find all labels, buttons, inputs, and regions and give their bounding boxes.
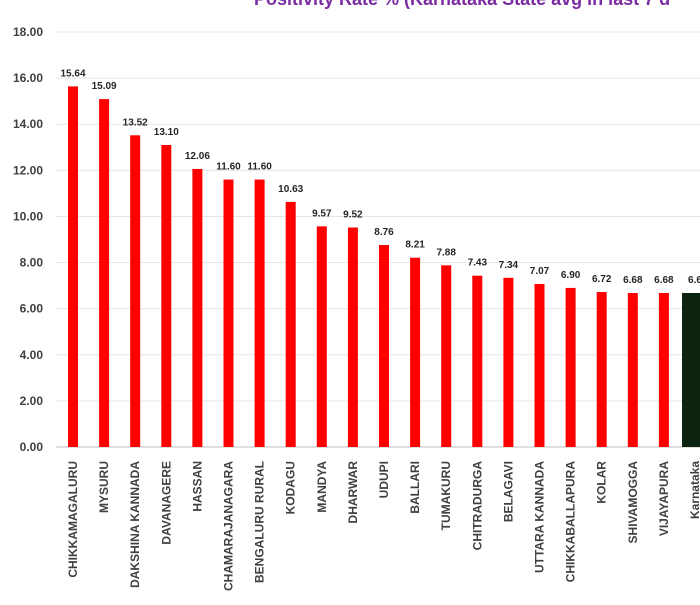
value-label: 8.21	[405, 240, 425, 251]
bar-davanagere	[161, 144, 172, 447]
y-tick-label: 10.00	[13, 209, 43, 223]
y-tick-label: 8.00	[20, 256, 44, 270]
value-label: 11.60	[216, 162, 241, 173]
bar-kodagu	[285, 201, 296, 447]
chart-title: Positivity Rate % (Karnataka State avg i…	[254, 0, 670, 9]
bar-dakshina-kannada	[130, 135, 141, 448]
x-tick-label: BALLARI	[408, 461, 422, 514]
x-tick-label: UDUPI	[377, 461, 391, 498]
bar-tumakuru	[441, 265, 452, 447]
y-tick-label: 12.00	[13, 163, 43, 177]
value-label: 6.68	[654, 275, 674, 286]
value-label: 6.72	[592, 274, 612, 285]
y-tick-label: 14.00	[13, 117, 43, 131]
bar-vijayapura	[658, 292, 669, 447]
value-label: 15.64	[60, 68, 85, 79]
x-tick-label: UTTARA KANNADA	[533, 461, 547, 573]
bar-uttara-kannada	[534, 283, 545, 447]
bar-ballari	[410, 257, 421, 447]
x-tick-label: KOLAR	[595, 461, 609, 504]
x-tick-label: BELAGAVI	[501, 461, 515, 522]
x-tick-label: SHIVAMOGGA	[626, 461, 640, 544]
x-tick-label: CHIKKABALLAPURA	[564, 461, 578, 583]
y-tick-label: 18.00	[13, 25, 43, 39]
x-tick-label: DAKSHINA KANNADA	[128, 461, 142, 588]
x-tick-label: VIJAYAPURA	[657, 461, 671, 536]
y-tick-label: 2.00	[20, 394, 44, 408]
x-tick-label: CHITRADURGA	[470, 461, 484, 551]
bar-bengaluru-rural	[254, 179, 265, 448]
value-labels: 15.64 15.09 13.52 13.10 12.06 11.60 11.60 10.63…	[60, 68, 700, 286]
value-label: 9.57	[312, 208, 332, 219]
bar-chitradurga	[472, 275, 483, 447]
value-label: 13.52	[123, 117, 148, 128]
x-tick-label: MANDYA	[315, 461, 329, 513]
value-label: 9.52	[343, 210, 363, 221]
x-tick-label: DHARWAR	[346, 461, 360, 524]
bar-kolar	[596, 292, 607, 447]
bar-dharwar	[347, 227, 358, 447]
bar-mandya	[316, 226, 327, 447]
value-label: 6.68	[623, 275, 643, 286]
value-label: 13.10	[154, 127, 179, 138]
bar-udupi	[379, 245, 389, 447]
value-label: 10.63	[278, 184, 303, 195]
bar-belagavi	[503, 277, 514, 447]
value-label: 7.07	[530, 266, 550, 277]
bar-chikkamagaluru	[68, 86, 78, 448]
bar-chikkaballapura	[565, 287, 576, 447]
value-label: 8.76	[374, 227, 394, 238]
x-tick-label: KODAGU	[284, 461, 298, 514]
y-tick-label: 6.00	[20, 302, 44, 316]
value-label: 7.88	[436, 247, 456, 258]
x-axis-labels: CHIKKAMAGALURU MYSURU DAKSHINA KANNADA DAVA…	[66, 461, 700, 591]
bars	[68, 86, 700, 448]
x-tick-label: CHIKKAMAGALURU	[66, 461, 80, 578]
value-label: 6.6	[688, 275, 700, 286]
bar-karnataka	[682, 292, 700, 447]
y-tick-label: 16.00	[13, 71, 43, 85]
bar-mysuru	[99, 99, 110, 447]
value-label: 7.43	[468, 258, 488, 269]
value-label: 6.90	[561, 270, 581, 281]
x-tick-label: CHAMARAJANAGARA	[222, 461, 236, 591]
bar-chamarajanagara	[223, 179, 234, 448]
x-tick-label: DAVANAGERE	[159, 461, 173, 545]
value-label: 11.60	[247, 162, 272, 173]
y-axis-ticks: 0.00 2.00 4.00 6.00 8.00 10.00 12.00 14.00 16.00…	[13, 25, 43, 454]
value-label: 7.34	[499, 260, 519, 271]
x-tick-label: MYSURU	[97, 461, 111, 513]
x-tick-label: BENGALURU RURAL	[253, 461, 267, 583]
value-label: 15.09	[92, 81, 117, 92]
bar-shivamogga	[627, 292, 638, 447]
y-tick-label: 4.00	[20, 348, 44, 362]
x-tick-label: Karnataka	[688, 461, 700, 519]
bar-hassan	[192, 168, 203, 447]
value-label: 12.06	[185, 151, 210, 162]
x-tick-label: HASSAN	[190, 461, 204, 512]
x-tick-label: TUMAKURU	[439, 461, 453, 530]
y-tick-label: 0.00	[20, 440, 44, 454]
